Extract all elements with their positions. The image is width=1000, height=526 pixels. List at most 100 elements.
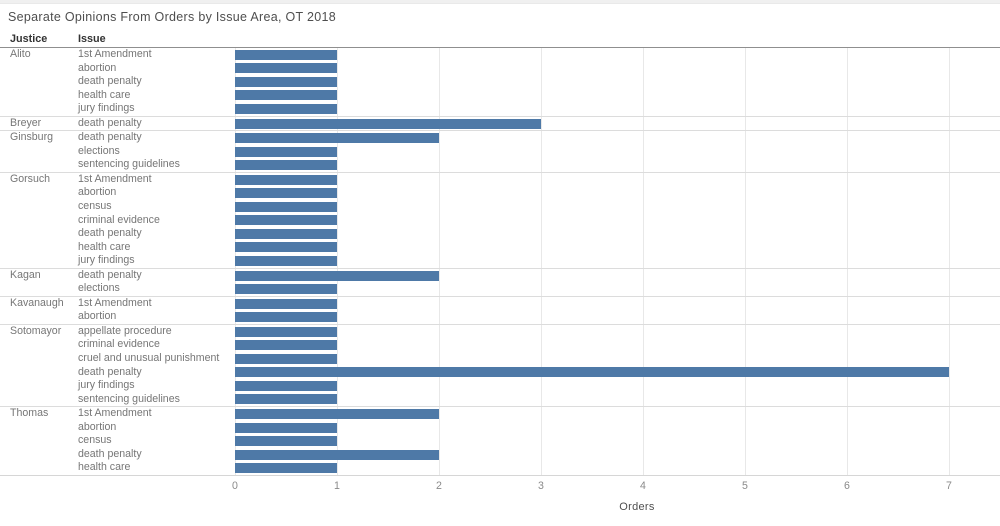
- chart-row: abortion: [0, 421, 1000, 435]
- order-bar[interactable]: [235, 76, 337, 87]
- justice-label[interactable]: Ginsburg: [10, 131, 53, 144]
- order-bar[interactable]: [235, 298, 337, 309]
- chart-row: elections: [0, 282, 1000, 296]
- chart-row: health care: [0, 241, 1000, 255]
- chart-row: Gorsuch 1st Amendment: [0, 173, 1000, 187]
- justice-label[interactable]: Sotomayor: [10, 324, 62, 337]
- x-tick-label: 1: [334, 480, 340, 492]
- issue-label[interactable]: abortion: [78, 61, 117, 74]
- chart-row: death penalty: [0, 448, 1000, 462]
- issue-label[interactable]: sentencing guidelines: [78, 392, 180, 405]
- issue-label[interactable]: 1st Amendment: [78, 407, 152, 420]
- order-bar[interactable]: [235, 380, 337, 391]
- x-axis-title: Orders: [619, 501, 655, 513]
- chart-rows: Alito 1st Amendment abortion death penalty h…: [0, 48, 1000, 475]
- order-bar[interactable]: [235, 228, 337, 239]
- order-bar[interactable]: [235, 436, 337, 447]
- issue-label[interactable]: 1st Amendment: [78, 296, 152, 309]
- justice-label[interactable]: Breyer: [10, 116, 42, 129]
- issue-label[interactable]: census: [78, 434, 112, 447]
- issue-label[interactable]: appellate procedure: [78, 324, 172, 337]
- issue-label[interactable]: abortion: [78, 186, 117, 199]
- issue-label[interactable]: elections: [78, 282, 120, 295]
- order-bar[interactable]: [235, 353, 337, 364]
- issue-label[interactable]: 1st Amendment: [78, 48, 152, 60]
- issue-label[interactable]: health care: [78, 461, 131, 474]
- order-bar[interactable]: [235, 242, 337, 253]
- x-gridline: [643, 48, 644, 475]
- order-bar[interactable]: [235, 449, 439, 460]
- issue-label[interactable]: death penalty: [78, 365, 142, 378]
- x-tick-label: 2: [436, 480, 442, 492]
- order-bar[interactable]: [235, 463, 337, 474]
- order-bar[interactable]: [235, 49, 337, 60]
- chart-row: jury findings: [0, 254, 1000, 268]
- order-bar[interactable]: [235, 188, 337, 199]
- chart-row: Breyer death penalty: [0, 117, 1000, 131]
- issue-label[interactable]: criminal evidence: [78, 338, 160, 351]
- issue-label[interactable]: abortion: [78, 310, 117, 323]
- order-bar[interactable]: [235, 174, 337, 185]
- justice-label[interactable]: Kavanaugh: [10, 296, 64, 309]
- issue-label[interactable]: jury findings: [78, 102, 135, 115]
- order-bar[interactable]: [235, 201, 337, 212]
- order-bar[interactable]: [235, 367, 949, 378]
- issue-label[interactable]: census: [78, 200, 112, 213]
- justice-label[interactable]: Kagan: [10, 268, 41, 281]
- chart-row: elections: [0, 145, 1000, 159]
- order-bar[interactable]: [235, 422, 337, 433]
- issue-label[interactable]: jury findings: [78, 254, 135, 267]
- issue-label[interactable]: death penalty: [78, 116, 142, 129]
- justice-label[interactable]: Gorsuch: [10, 172, 51, 185]
- order-bar[interactable]: [235, 103, 337, 114]
- order-bar[interactable]: [235, 409, 439, 420]
- order-bar[interactable]: [235, 133, 439, 144]
- issue-label[interactable]: death penalty: [78, 268, 142, 281]
- chart-row: Kagan death penalty: [0, 269, 1000, 283]
- order-bar[interactable]: [235, 146, 337, 157]
- chart-row: abortion: [0, 310, 1000, 324]
- issue-label[interactable]: jury findings: [78, 379, 135, 392]
- justice-label[interactable]: Alito: [10, 48, 31, 60]
- issue-label[interactable]: criminal evidence: [78, 213, 160, 226]
- issue-label[interactable]: death penalty: [78, 75, 142, 88]
- order-bar[interactable]: [235, 160, 337, 171]
- justice-group: Alito 1st Amendment abortion death penalty h…: [0, 48, 1000, 116]
- order-bar[interactable]: [235, 118, 541, 129]
- issue-label[interactable]: abortion: [78, 420, 117, 433]
- issue-label[interactable]: health care: [78, 240, 131, 253]
- chart-row: abortion: [0, 186, 1000, 200]
- order-bar[interactable]: [235, 394, 337, 405]
- x-tick-label: 7: [946, 480, 952, 492]
- order-bar[interactable]: [235, 270, 439, 281]
- order-bar[interactable]: [235, 256, 337, 266]
- order-bar[interactable]: [235, 63, 337, 74]
- x-axis-line: [0, 475, 1000, 476]
- x-tick-label: 3: [538, 480, 544, 492]
- issue-label[interactable]: sentencing guidelines: [78, 158, 180, 171]
- issue-label[interactable]: elections: [78, 144, 120, 157]
- issue-label[interactable]: death penalty: [78, 227, 142, 240]
- order-bar[interactable]: [235, 326, 337, 337]
- x-tick-label: 6: [844, 480, 850, 492]
- chart-row: cruel and unusual punishment: [0, 352, 1000, 366]
- issue-label[interactable]: 1st Amendment: [78, 172, 152, 185]
- order-bar[interactable]: [235, 284, 337, 295]
- justice-group: Kavanaugh 1st Amendment abortion: [0, 295, 1000, 324]
- order-bar[interactable]: [235, 340, 337, 351]
- issue-label[interactable]: death penalty: [78, 447, 142, 460]
- chart-row: sentencing guidelines: [0, 393, 1000, 407]
- issue-label[interactable]: cruel and unusual punishment: [78, 352, 220, 365]
- order-bar[interactable]: [235, 90, 337, 101]
- justice-group: Sotomayor appellate procedure criminal evi…: [0, 323, 1000, 407]
- chart-row: criminal evidence: [0, 338, 1000, 352]
- order-bar[interactable]: [235, 312, 337, 323]
- order-bar[interactable]: [235, 215, 337, 226]
- issue-label[interactable]: health care: [78, 88, 131, 101]
- justice-label[interactable]: Thomas: [10, 407, 49, 420]
- justice-group: Breyer death penalty: [0, 115, 1000, 131]
- chart-row: jury findings: [0, 102, 1000, 116]
- chart-row: criminal evidence: [0, 214, 1000, 228]
- issue-label[interactable]: death penalty: [78, 131, 142, 144]
